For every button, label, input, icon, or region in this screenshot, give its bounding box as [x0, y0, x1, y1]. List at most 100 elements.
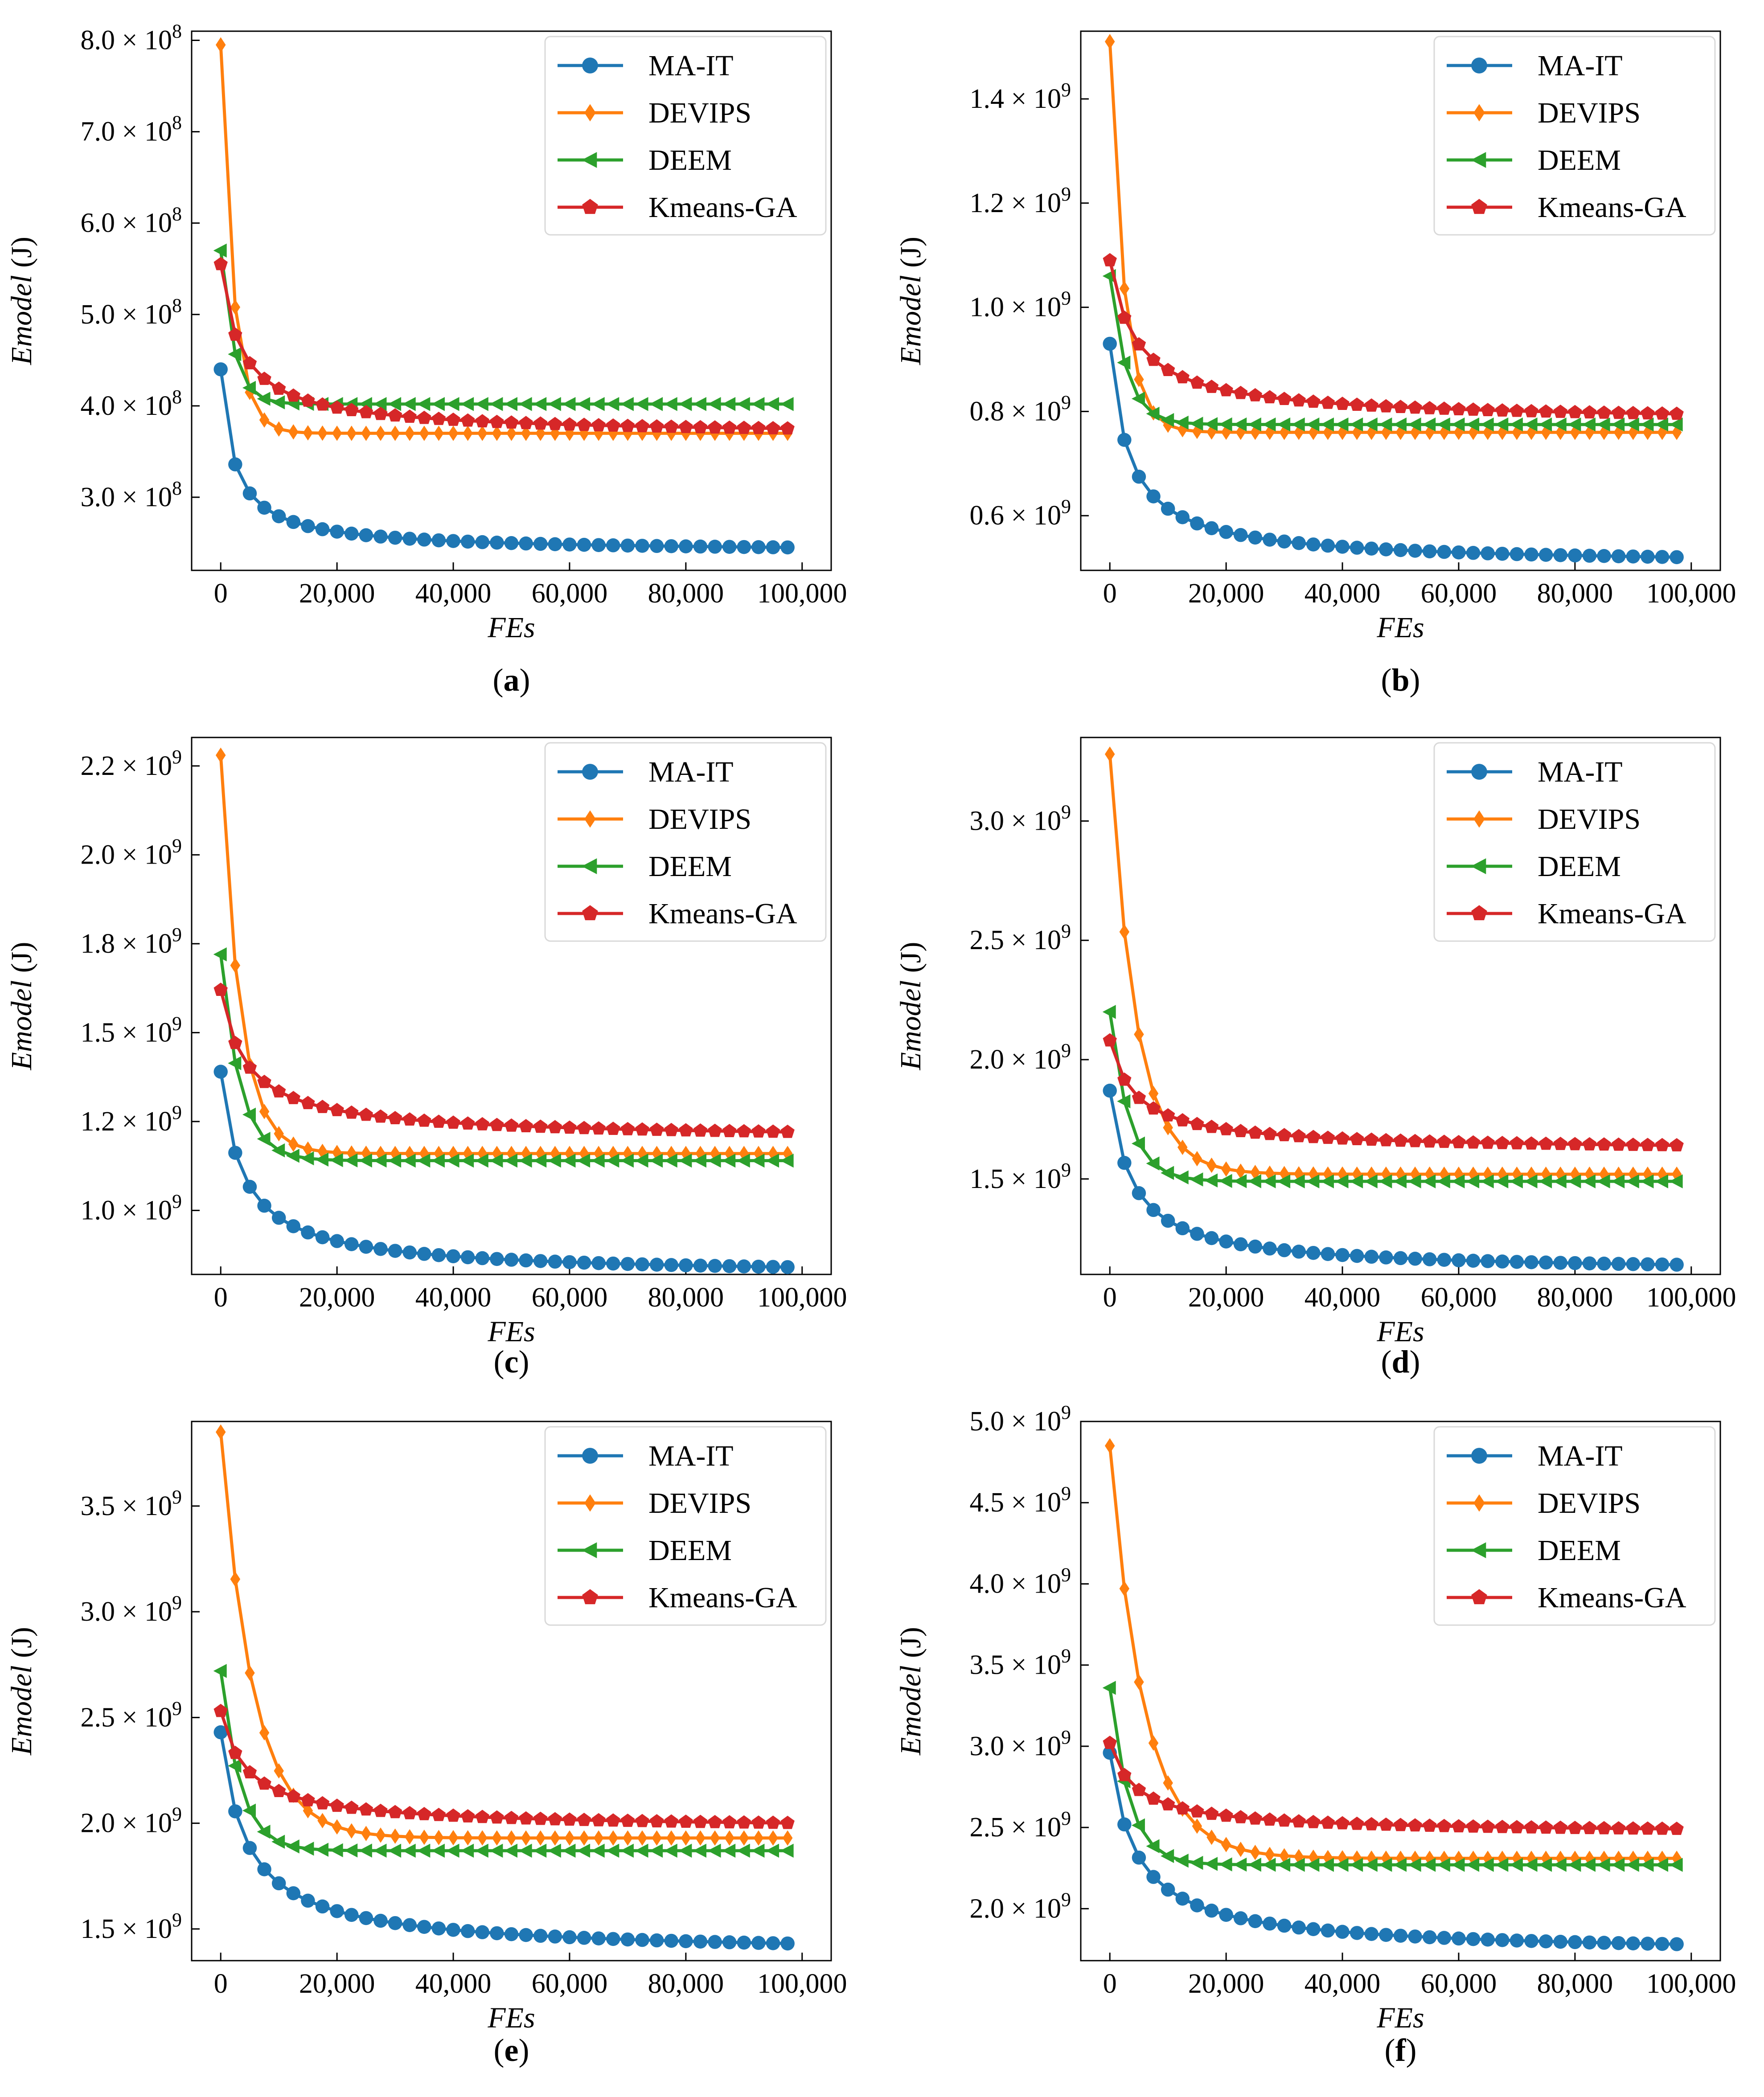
data-point [489, 397, 503, 411]
data-point [1306, 394, 1321, 408]
data-point [1131, 1136, 1145, 1151]
data-point [1407, 1174, 1421, 1188]
data-point [1219, 525, 1233, 539]
data-point [213, 1065, 228, 1079]
data-point [1641, 1937, 1655, 1951]
data-point [620, 397, 634, 411]
data-point [1509, 1174, 1523, 1188]
data-point [751, 421, 766, 434]
data-point [1175, 510, 1190, 524]
data-point [1250, 1844, 1260, 1860]
data-point [1567, 1858, 1581, 1872]
data-point [1538, 404, 1553, 418]
data-point [431, 1114, 446, 1128]
data-point [1206, 1829, 1217, 1845]
data-point [1626, 1821, 1641, 1835]
data-point [1538, 1255, 1553, 1270]
data-point [649, 1122, 664, 1136]
data-point [766, 421, 780, 434]
data-point [519, 416, 533, 430]
data-point [1320, 1858, 1334, 1872]
data-point [1306, 1922, 1321, 1936]
data-point [1437, 1931, 1452, 1945]
data-point [1204, 1173, 1218, 1188]
series-line [1108, 41, 1677, 434]
data-point [766, 1260, 780, 1274]
data-point [286, 388, 300, 402]
data-point [780, 421, 795, 435]
data-point [1234, 1911, 1248, 1925]
data-point [547, 1843, 561, 1858]
data-point [1350, 1816, 1364, 1830]
data-point [242, 1107, 256, 1122]
data-point [1292, 1920, 1306, 1935]
series-line [219, 264, 788, 430]
data-point [1204, 379, 1219, 393]
legend-label: Kmeans-GA [1538, 191, 1686, 224]
data-point [1480, 1174, 1494, 1188]
x-tick-label: 0 [1103, 1969, 1117, 1999]
data-point [1669, 1858, 1683, 1872]
data-point [1277, 534, 1292, 549]
data-point [431, 411, 446, 425]
data-point [722, 1153, 736, 1168]
data-point [737, 1124, 751, 1138]
data-point [1132, 1186, 1146, 1200]
data-point [1669, 417, 1683, 432]
data-point [519, 1253, 533, 1268]
data-point [1481, 1819, 1495, 1833]
data-point [679, 420, 693, 433]
data-point [1335, 1925, 1350, 1939]
data-point [1553, 1820, 1567, 1834]
data-point [1655, 417, 1669, 432]
data-point [345, 403, 359, 416]
legend-label: DEEM [1538, 144, 1621, 176]
data-point [1163, 1120, 1173, 1135]
data-point [1248, 1125, 1263, 1139]
data-point [736, 397, 750, 411]
data-point [300, 1842, 314, 1856]
data-point [1161, 501, 1175, 516]
data-point [1134, 1027, 1144, 1042]
data-point [1206, 1157, 1217, 1173]
data-point [1379, 399, 1393, 413]
data-point [504, 1153, 517, 1168]
data-point [213, 1725, 228, 1740]
data-point [635, 1843, 648, 1858]
data-point [1568, 548, 1582, 563]
data-point [271, 1084, 286, 1098]
legend-label: DEVIPS [648, 1487, 751, 1520]
data-point [1175, 415, 1189, 430]
data-point [361, 1826, 371, 1841]
data-point [1466, 546, 1481, 560]
data-point [737, 1259, 751, 1274]
data-point [1378, 1174, 1392, 1188]
data-point [1582, 1858, 1596, 1872]
data-point [635, 1153, 648, 1168]
data-point [1582, 417, 1596, 432]
data-point [1146, 1870, 1161, 1884]
y-tick-label: 5.0 × 109 [970, 1401, 1071, 1437]
x-axis-label: FEs [1376, 2002, 1424, 2034]
data-point [664, 1122, 678, 1136]
data-point [504, 1253, 519, 1267]
data-point [1437, 545, 1452, 559]
data-point [1422, 417, 1436, 432]
data-point [489, 1843, 503, 1858]
data-point [1538, 1934, 1553, 1949]
data-point [1582, 405, 1597, 419]
data-point [1655, 1257, 1670, 1272]
data-point [1553, 1174, 1567, 1188]
data-point [1291, 417, 1305, 432]
chart-panel-f: 0 20,000 40,000 60,000 80,000 100,000 2.0 × 10… [894, 1401, 1736, 2068]
data-point [230, 1571, 241, 1587]
data-point [1190, 1898, 1204, 1913]
y-tick-label: 1.2 × 109 [970, 183, 1071, 218]
data-point [1146, 1101, 1161, 1115]
data-point [1408, 544, 1422, 558]
y-tick-label: 8.0 × 108 [81, 20, 182, 56]
data-point [286, 1091, 300, 1104]
data-point [1335, 1816, 1350, 1830]
data-point [664, 1814, 678, 1828]
data-point [666, 1830, 677, 1846]
